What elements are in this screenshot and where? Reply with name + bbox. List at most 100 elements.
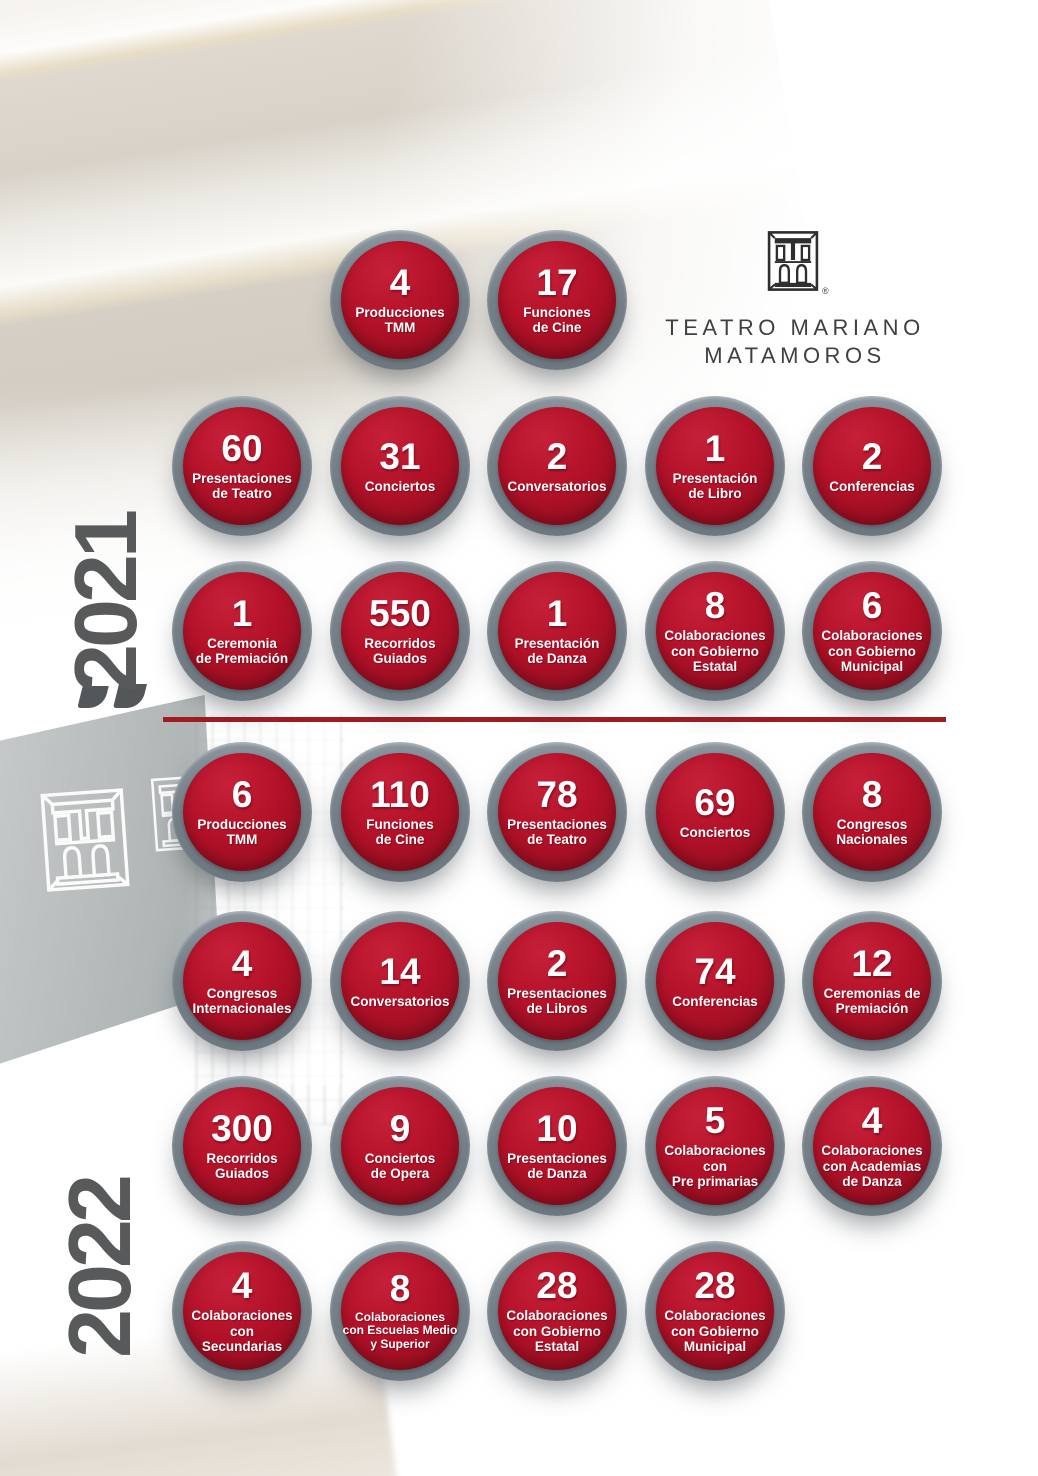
stat-circle: 12 Ceremonias de Premiación xyxy=(802,911,942,1051)
stat-label: Congresos Nacionales xyxy=(836,816,908,848)
stat-circle-face: 4 Colaboraciones con Secundarias xyxy=(183,1252,301,1370)
stat-label: Presentación de Danza xyxy=(514,635,600,667)
stat-circle: 4 Congresos Internacionales xyxy=(172,911,312,1051)
stat-label: Recorridos Guiados xyxy=(364,635,436,667)
stat-circle-face: 17 Funciones de Cine xyxy=(498,241,616,359)
stat-label: Ceremonias de Premiación xyxy=(823,985,921,1017)
stat-circle: 6 Producciones TMM xyxy=(172,742,312,882)
stat-circle: 4 Colaboraciones con Academias de Danza xyxy=(802,1076,942,1216)
stat-circle: 60 Presentaciones de Teatro xyxy=(172,396,312,536)
stat-label: Conciertos xyxy=(679,824,751,840)
stat-label: Colaboraciones con Gobierno Municipal xyxy=(664,1307,766,1355)
stat-value: 31 xyxy=(379,435,421,477)
stat-label: Presentación de Libro xyxy=(672,470,758,502)
stat-circle: 1 Presentación de Danza xyxy=(487,561,627,701)
stat-value: 14 xyxy=(379,950,421,992)
stat-circle: 8 Colaboraciones con Escuelas Medio y Su… xyxy=(330,1241,470,1381)
stat-circle-face: 6 Producciones TMM xyxy=(183,753,301,871)
stat-circle-face: 300 Recorridos Guiados xyxy=(183,1087,301,1205)
stat-value: 12 xyxy=(851,942,893,984)
stat-value: 28 xyxy=(694,1265,736,1307)
stat-value: 60 xyxy=(221,427,263,469)
stat-label: Funciones de Cine xyxy=(366,816,434,848)
stat-value: 1 xyxy=(704,427,726,469)
stat-circle: 5 Colaboraciones con Pre primarias xyxy=(645,1076,785,1216)
stat-circle: 1 Presentación de Libro xyxy=(645,396,785,536)
stat-circle: 6 Colaboraciones con Gobierno Municipal xyxy=(802,561,942,701)
stat-value: 550 xyxy=(369,592,431,634)
stat-circle-face: 6 Colaboraciones con Gobierno Municipal xyxy=(813,572,931,690)
stat-value: 8 xyxy=(389,1267,411,1309)
stat-circle: 78 Presentaciones de Teatro xyxy=(487,742,627,882)
stat-label: Ceremonia de Premiación xyxy=(195,635,289,667)
stat-value: 28 xyxy=(536,1265,578,1307)
stat-value: 78 xyxy=(536,773,578,815)
stat-value: 5 xyxy=(704,1100,726,1142)
stat-circle: 69 Conciertos xyxy=(645,742,785,882)
year-label-2022: 2022 xyxy=(50,1178,149,1358)
stat-label: Presentaciones de Libros xyxy=(507,985,607,1017)
stat-circle-face: 4 Colaboraciones con Academias de Danza xyxy=(813,1087,931,1205)
stat-circle-face: 8 Congresos Nacionales xyxy=(813,753,931,871)
stat-value: 110 xyxy=(370,773,430,815)
stat-circle: 1 Ceremonia de Premiación xyxy=(172,561,312,701)
stat-label: Conversatorios xyxy=(350,993,450,1009)
stat-label: Colaboraciones con Gobierno Municipal xyxy=(821,627,923,675)
stat-circle: 9 Conciertos de Opera xyxy=(330,1076,470,1216)
year-divider-line xyxy=(163,717,946,722)
stat-value: 17 xyxy=(536,261,578,303)
stat-circle-face: 550 Recorridos Guiados xyxy=(341,572,459,690)
stat-circle-face: 2 Presentaciones de Libros xyxy=(498,922,616,1040)
stat-circle-face: 69 Conciertos xyxy=(656,753,774,871)
stat-circle-face: 31 Conciertos xyxy=(341,407,459,525)
stat-value: 69 xyxy=(694,781,736,823)
stat-circle-face: 4 Congresos Internacionales xyxy=(183,922,301,1040)
stat-circle-face: 4 Producciones TMM xyxy=(341,241,459,359)
stat-circle-face: 8 Colaboraciones con Escuelas Medio y Su… xyxy=(341,1252,459,1370)
stat-value: 1 xyxy=(231,592,253,634)
stat-value: 300 xyxy=(211,1107,273,1149)
stat-circle-face: 5 Colaboraciones con Pre primarias xyxy=(656,1087,774,1205)
stat-circle-face: 12 Ceremonias de Premiación xyxy=(813,922,931,1040)
stat-circle-face: 8 Colaboraciones con Gobierno Estatal xyxy=(656,572,774,690)
stat-circle: 74 Conferencias xyxy=(645,911,785,1051)
stat-value: 2 xyxy=(546,435,568,477)
stat-label: Presentaciones de Teatro xyxy=(192,470,292,502)
stat-circle-face: 1 Ceremonia de Premiación xyxy=(183,572,301,690)
stat-label: Conversatorios xyxy=(507,478,607,494)
stat-value: 6 xyxy=(861,585,883,627)
stat-circle: 550 Recorridos Guiados xyxy=(330,561,470,701)
stat-value: 2 xyxy=(546,942,568,984)
stat-circle-face: 2 Conferencias xyxy=(813,407,931,525)
stat-value: 4 xyxy=(389,261,411,303)
stat-circle-face: 1 Presentación de Libro xyxy=(656,407,774,525)
stat-circle: 4 Colaboraciones con Secundarias xyxy=(172,1241,312,1381)
registered-trademark: ® xyxy=(822,286,829,296)
stat-value: 74 xyxy=(694,950,736,992)
stat-label: Conciertos xyxy=(364,478,436,494)
tmm-logo-watermark-icon xyxy=(40,788,130,892)
stat-circle-face: 10 Presentaciones de Danza xyxy=(498,1087,616,1205)
stat-label: Colaboraciones con Gobierno Estatal xyxy=(664,627,766,675)
stat-label: Colaboraciones con Escuelas Medio y Supe… xyxy=(342,1309,458,1352)
stat-value: 2 xyxy=(861,435,883,477)
stat-circle: 4 Producciones TMM xyxy=(330,230,470,370)
stat-circle: 8 Colaboraciones con Gobierno Estatal xyxy=(645,561,785,701)
stat-value: 9 xyxy=(389,1107,411,1149)
stat-circle-face: 9 Conciertos de Opera xyxy=(341,1087,459,1205)
stat-circle-face: 28 Colaboraciones con Gobierno Estatal xyxy=(498,1252,616,1370)
stat-circle: 28 Colaboraciones con Gobierno Estatal xyxy=(487,1241,627,1381)
stat-value: 6 xyxy=(231,773,253,815)
stat-circle: 2 Conferencias xyxy=(802,396,942,536)
stat-label: Colaboraciones con Secundarias xyxy=(191,1307,293,1355)
stat-circle: 17 Funciones de Cine xyxy=(487,230,627,370)
stat-value: 4 xyxy=(861,1100,883,1142)
stat-circle: 300 Recorridos Guiados xyxy=(172,1076,312,1216)
brand-wordmark: TEATRO MARIANO MATAMOROS xyxy=(645,314,945,370)
stat-circle-face: 110 Funciones de Cine xyxy=(341,753,459,871)
stat-label: Conferencias xyxy=(672,993,758,1009)
stat-circle-face: 60 Presentaciones de Teatro xyxy=(183,407,301,525)
stat-circle-face: 28 Colaboraciones con Gobierno Municipal xyxy=(656,1252,774,1370)
stat-circle-face: 14 Conversatorios xyxy=(341,922,459,1040)
stat-circle: 14 Conversatorios xyxy=(330,911,470,1051)
